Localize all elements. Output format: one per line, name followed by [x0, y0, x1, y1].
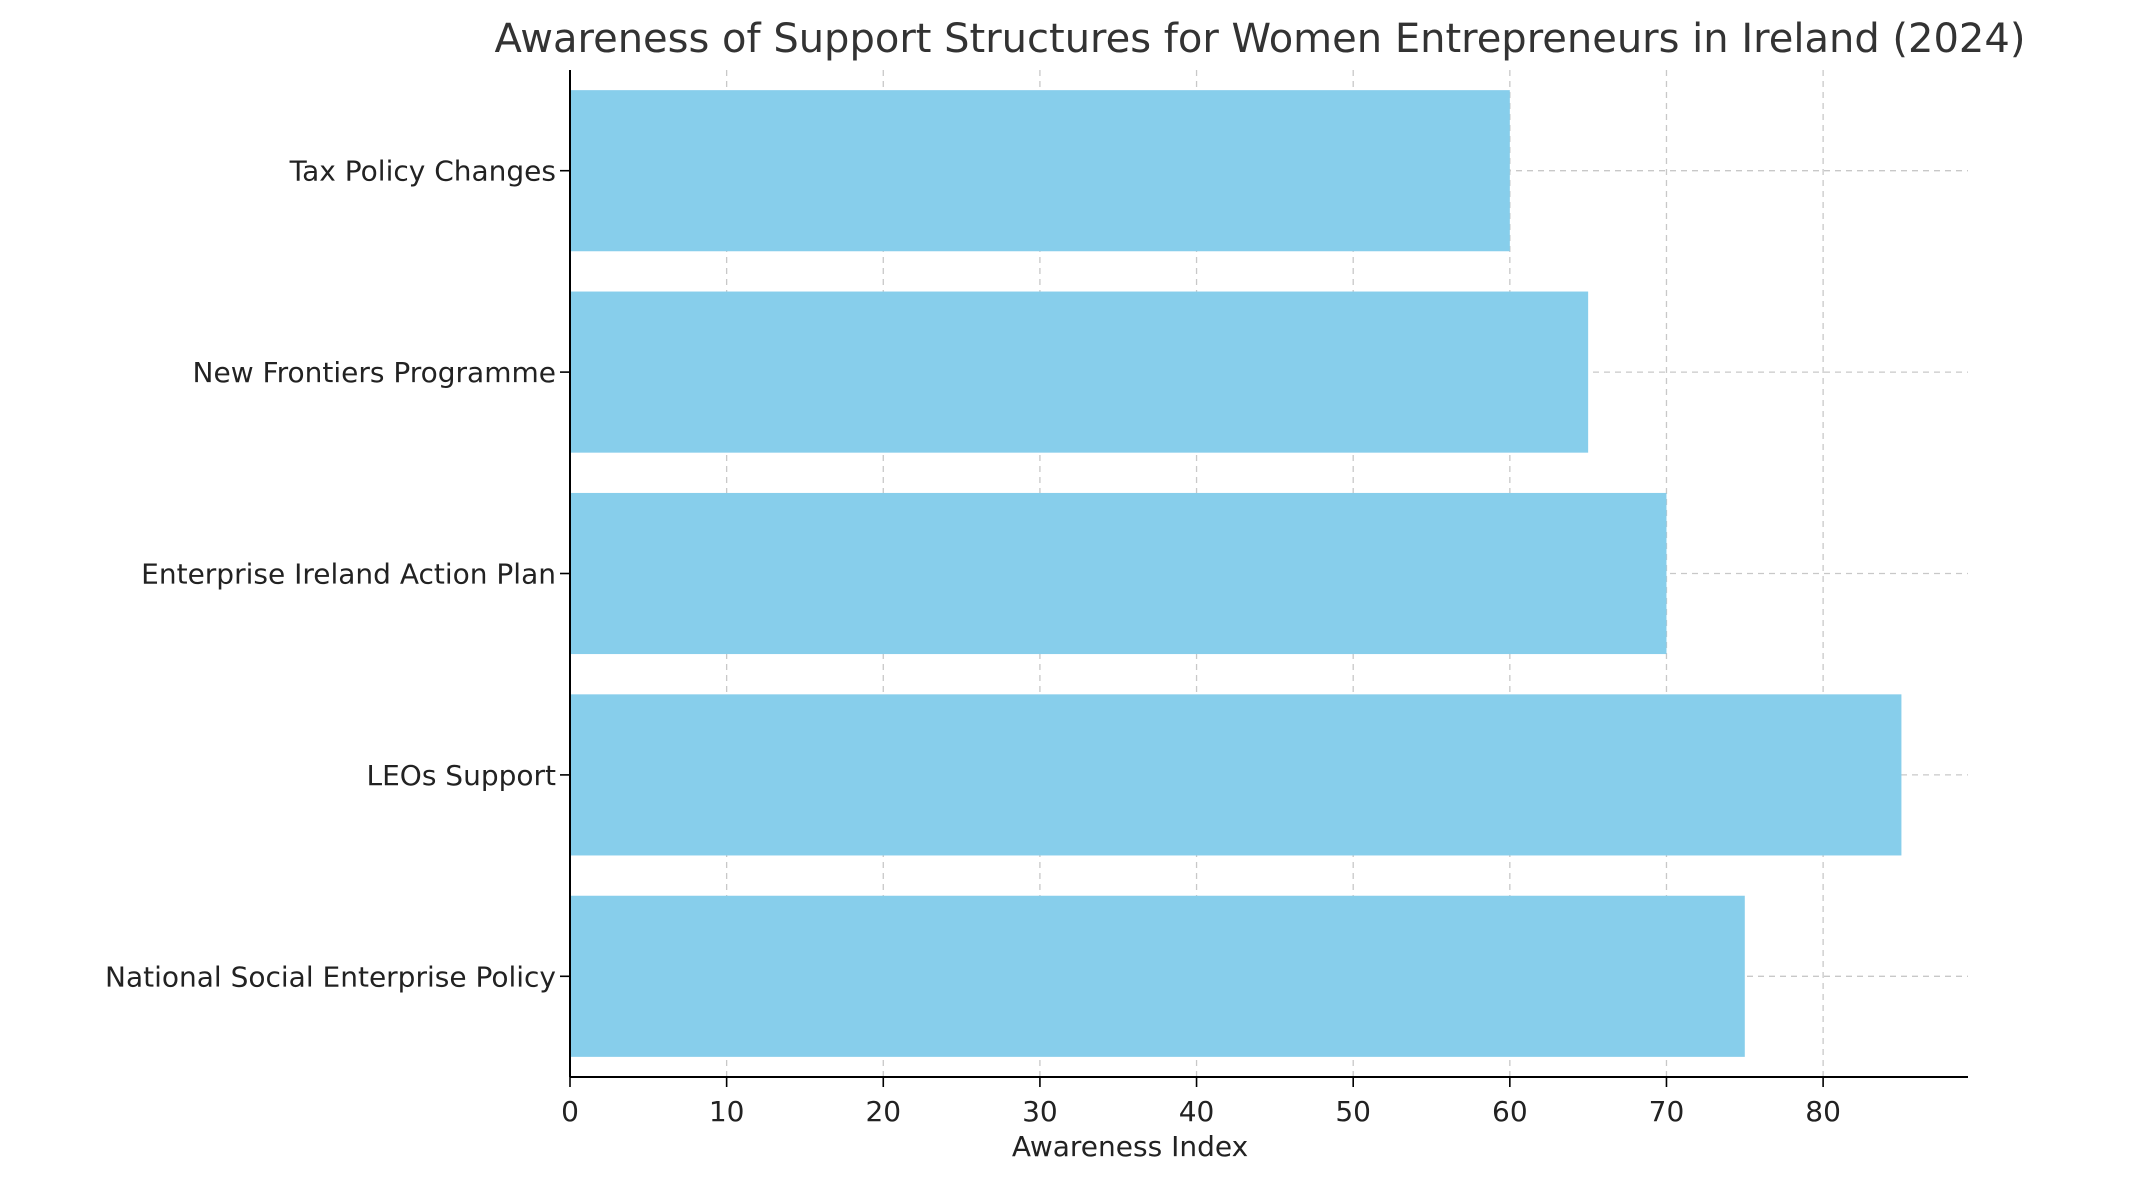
- x-tick-label: 60: [1492, 1095, 1528, 1128]
- bar: [570, 694, 1902, 856]
- y-tick-label: Enterprise Ireland Action Plan: [141, 558, 556, 591]
- x-tick-label: 80: [1805, 1095, 1841, 1128]
- bar: [570, 895, 1745, 1057]
- x-tick-label: 30: [1022, 1095, 1058, 1128]
- x-tick-label: 40: [1179, 1095, 1215, 1128]
- x-tick-label: 20: [865, 1095, 901, 1128]
- bars: [570, 90, 1902, 1057]
- chart-title: Awareness of Support Structures for Wome…: [495, 16, 2026, 62]
- bar: [570, 90, 1510, 252]
- x-tick-label: 70: [1649, 1095, 1685, 1128]
- x-tick-label: 10: [709, 1095, 745, 1128]
- x-tick-label: 0: [561, 1095, 579, 1128]
- tick-labels: 0 10 20 30 40 50 60 70 80 National Social Enterpr…: [105, 155, 1841, 1128]
- x-tick-label: 50: [1335, 1095, 1371, 1128]
- x-axis-label: Awareness Index: [1012, 1130, 1248, 1163]
- bar: [570, 492, 1667, 655]
- y-tick-label: National Social Enterprise Policy: [105, 960, 556, 993]
- y-tick-label: Tax Policy Changes: [289, 155, 556, 188]
- y-tick-label: New Frontiers Programme: [193, 356, 556, 389]
- y-tick-label: LEOs Support: [366, 759, 556, 792]
- axes: [560, 70, 1968, 1087]
- bar: [570, 291, 1589, 453]
